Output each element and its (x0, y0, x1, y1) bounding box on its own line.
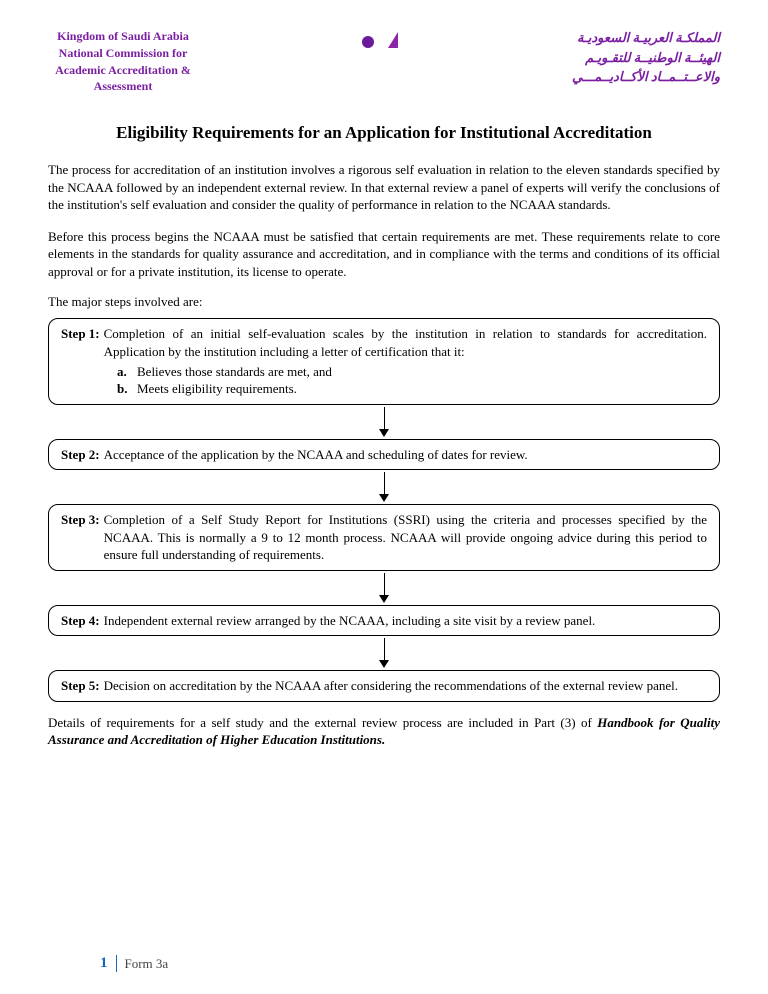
closing-prefix: Details of requirements for a self study… (48, 715, 597, 730)
step-text: Decision on accreditation by the NCAAA a… (104, 677, 707, 695)
intro-paragraph-2: Before this process begins the NCAAA mus… (48, 228, 720, 281)
header-left-line1: Kingdom of Saudi Arabia (28, 28, 218, 45)
step-text: Completion of a Self Study Report for In… (104, 511, 707, 564)
flow-arrow (48, 405, 720, 439)
closing-paragraph: Details of requirements for a self study… (48, 714, 720, 749)
sub-text: Believes those standards are met, and (137, 363, 332, 381)
sub-marker: a. (117, 363, 137, 381)
step-label: Step 5: (61, 677, 104, 695)
intro-paragraph-1: The process for accreditation of an inst… (48, 161, 720, 214)
sub-text: Meets eligibility requirements. (137, 380, 297, 398)
step-box-1: Step 1: Completion of an initial self-ev… (48, 318, 720, 404)
flow-arrow (48, 470, 720, 504)
step-box-2: Step 2: Acceptance of the application by… (48, 439, 720, 471)
step-label: Step 4: (61, 612, 104, 630)
header-right-arabic: المملكـة العربيـة السعوديـة الهيئــة الو… (540, 28, 720, 87)
flow-arrow (48, 571, 720, 605)
step-text: Acceptance of the application by the NCA… (104, 446, 707, 464)
document-title: Eligibility Requirements for an Applicat… (48, 123, 720, 143)
step-text: Independent external review arranged by … (104, 612, 707, 630)
header-left-line2: National Commission for (28, 45, 218, 62)
step-box-4: Step 4: Independent external review arra… (48, 605, 720, 637)
flow-arrow (48, 636, 720, 670)
page-number: 1 (100, 955, 117, 972)
page-footer: 1 Form 3a (100, 955, 168, 972)
logo-area (218, 28, 540, 54)
steps-intro: The major steps involved are: (48, 294, 720, 310)
step-text: Completion of an initial self-evaluation… (104, 325, 707, 360)
step-label: Step 2: (61, 446, 104, 464)
header-left-line3: Academic Accreditation & Assessment (28, 62, 218, 96)
sub-marker: b. (117, 380, 137, 398)
step-label: Step 3: (61, 511, 104, 564)
header-right-line3: والاعــتــمــاد الأكــاديــمـــي (540, 67, 720, 87)
step-label: Step 1: (61, 325, 104, 360)
step-box-5: Step 5: Decision on accreditation by the… (48, 670, 720, 702)
logo-icon (354, 32, 404, 50)
step-box-3: Step 3: Completion of a Self Study Repor… (48, 504, 720, 571)
form-label: Form 3a (125, 956, 169, 972)
document-header: Kingdom of Saudi Arabia National Commiss… (48, 28, 720, 95)
header-left-org: Kingdom of Saudi Arabia National Commiss… (28, 28, 218, 95)
step-1-sublist: a.Believes those standards are met, and … (61, 363, 707, 398)
header-right-line1: المملكـة العربيـة السعوديـة (540, 28, 720, 48)
header-right-line2: الهيئــة الوطنيــة للتقـويـم (540, 48, 720, 68)
